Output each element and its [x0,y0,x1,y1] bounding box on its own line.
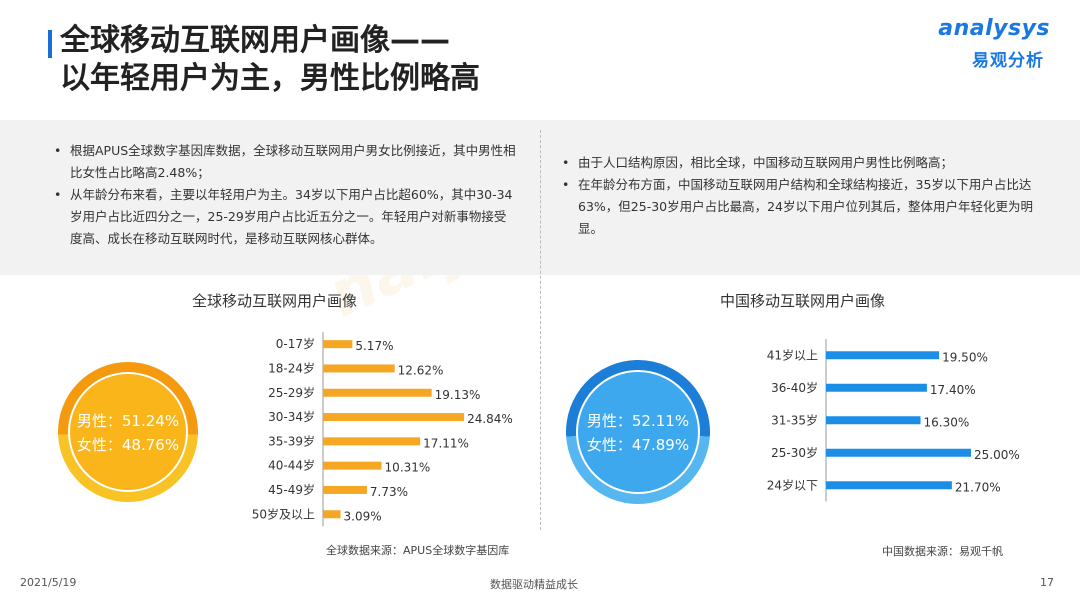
china-age-category-label: 24岁以下 [767,477,818,492]
global-summary-item: • 根据APUS全球数字基因库数据，全球移动互联网用户男女比例接近，其中男性相比女… [54,143,516,180]
global-pie-center-disc [70,374,186,490]
china-pie-center-disc [578,372,698,492]
global-age-value-label: 5.17% [355,339,393,353]
logo-text-cn: 易观分析 [972,51,1044,71]
china-age-value-label: 16.30% [924,415,970,429]
global-age-bar [323,364,395,373]
global-pie-slice-female [58,434,198,503]
china-age-category-label: 36-40岁 [771,380,818,395]
footer-slogan: 数据驱动精益成长 [490,578,578,591]
global-age-category-label: 45-49岁 [268,482,315,497]
footer-date: 2021/5/19 [20,576,77,589]
china-age-bar [826,448,971,457]
china-pie-slice-male [565,359,710,437]
global-pie-label-female: 女性：48.76% [77,436,179,454]
global-age-value-label: 17.11% [423,436,469,450]
china-summary-list: • 由于人口结构原因，相比全球，中国移动互联网用户男性比例略高； • 在年龄分布方面… [560,152,1040,240]
page-number: 17 [1040,576,1054,589]
global-age-value-label: 7.73% [370,485,408,499]
global-summary-item: • 从年龄分布来看，主要以年轻用户为主。34岁以下用户占比超60%，其中30-34… [54,187,513,246]
global-age-value-label: 12.62% [398,363,444,377]
page-title-line2: 以年轻用户为主，男性比例略高 [60,61,480,96]
global-source-note: 全球数据来源：APUS全球数字基因库 [326,544,510,557]
china-age-category-label: 31-35岁 [771,412,818,427]
china-pie-label-female: 女性：47.89% [587,436,689,454]
logo-text-en: analysys [938,16,1050,41]
china-age-bar [826,481,952,490]
global-age-bar [323,413,465,422]
title-accent-bar [48,30,52,58]
china-age-category-label: 41岁以上 [767,347,818,362]
global-chart-title: 全球移动互联网用户画像 [192,292,358,310]
global-age-value-label: 10.31% [385,461,431,475]
china-age-value-label: 25.00% [974,448,1020,462]
global-age-value-label: 19.13% [435,388,481,402]
page-title-line1: 全球移动互联网用户画像—— [60,23,450,58]
analysys-logo: analysys 易观分析 [938,16,1050,72]
global-summary-list: • 根据APUS全球数字基因库数据，全球移动互联网用户男女比例接近，其中男性相比女… [52,140,517,250]
page-title: 全球移动互联网用户画像—— 以年轻用户为主，男性比例略高 [60,22,480,98]
china-summary-item: • 由于人口结构原因，相比全球，中国移动互联网用户男性比例略高； [562,155,954,170]
china-age-value-label: 17.40% [930,383,976,397]
global-age-category-label: 50岁及以上 [252,506,315,521]
global-pie-label-male: 男性：51.24% [77,412,179,430]
global-age-category-label: 30-34岁 [268,409,315,424]
global-age-bar [323,437,421,446]
global-pie-slice-male [58,362,199,435]
global-age-bar [323,340,353,349]
china-age-bar [826,351,940,360]
china-pie-label-male: 男性：52.11% [587,412,689,430]
china-pie-slice-female [566,436,710,504]
global-age-bar [323,388,432,397]
china-age-bar [826,383,927,392]
global-age-category-label: 25-29岁 [268,385,315,400]
global-age-category-label: 18-24岁 [268,360,315,375]
global-age-value-label: 3.09% [344,509,382,523]
china-age-category-label: 25-30岁 [771,445,818,460]
global-age-bar [323,510,341,519]
china-source-note: 中国数据来源：易观千帆 [882,545,1003,558]
china-age-bar [826,416,921,425]
global-age-bar [323,485,367,494]
china-age-value-label: 19.50% [942,350,988,364]
china-summary-item: • 在年龄分布方面，中国移动互联网用户结构和全球结构接近，35岁以下用户占比达63… [562,177,1034,236]
global-age-value-label: 24.84% [467,412,513,426]
global-age-category-label: 40-44岁 [268,458,315,473]
china-chart-title: 中国移动互联网用户画像 [720,292,886,310]
global-age-bar [323,461,382,470]
global-age-category-label: 35-39岁 [268,433,315,448]
global-age-category-label: 0-17岁 [276,336,315,351]
center-divider [540,130,541,530]
china-age-value-label: 21.70% [955,480,1001,494]
